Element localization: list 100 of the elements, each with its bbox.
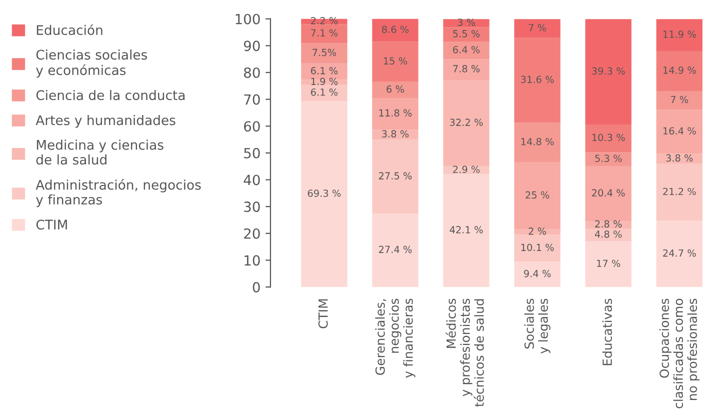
y-tick-label: 40: [244, 174, 260, 186]
data-label: 27.5 %: [378, 172, 412, 180]
bar: [656, 19, 702, 52]
data-label: 7.8 %: [453, 65, 480, 72]
data-label: 6.1 %: [310, 88, 338, 96]
bar: [585, 241, 632, 288]
x-tick-label: CTIM: [318, 299, 328, 328]
bar: [443, 42, 490, 60]
bar: [372, 214, 418, 288]
bar: [514, 122, 560, 162]
y-tick-label: 10: [244, 255, 260, 266]
bar: [372, 98, 418, 130]
bar: [656, 110, 702, 154]
data-label: 2.2 %: [311, 17, 338, 24]
bar: [585, 228, 632, 242]
x-tick-label: Médicos y profesionistas técnicos de salud: [446, 298, 484, 407]
y-tick-label: 60: [244, 121, 260, 132]
data-label: 39.3 %: [592, 67, 625, 75]
bar: [301, 101, 348, 288]
data-label: 10.1 %: [521, 244, 554, 252]
bar: [443, 80, 490, 166]
bar: [443, 27, 490, 42]
x-tick-label: Sociales y legales: [524, 298, 550, 354]
data-label: 8.6 %: [382, 26, 409, 34]
data-label: 6 %: [386, 85, 404, 93]
legend-label: Ciencia de la conducta: [36, 90, 185, 100]
bar: [372, 42, 418, 82]
data-label: 10.3 %: [592, 134, 625, 142]
bar: [656, 154, 702, 164]
data-label: 9.4 %: [524, 270, 551, 278]
data-label: 25 %: [526, 191, 550, 199]
data-label: 4.8 %: [594, 230, 622, 238]
bar: [443, 59, 490, 80]
bar: [301, 43, 348, 64]
bar: [301, 24, 348, 44]
data-label: 3.8 %: [666, 154, 693, 162]
bar: [585, 124, 632, 152]
y-tick-label: 70: [244, 94, 260, 105]
data-label: 31.6 %: [521, 76, 554, 84]
bar: [656, 51, 702, 91]
data-label: 5.3 %: [595, 154, 622, 162]
y-tick-label: 100: [236, 14, 260, 24]
y-tick-label: 20: [244, 228, 260, 239]
bar: [372, 130, 418, 140]
legend-label: Ciencias sociales y económicas: [36, 49, 148, 78]
data-label: 24.7 %: [663, 249, 696, 257]
data-label: 15 %: [384, 57, 408, 65]
y-tick-label: 50: [244, 148, 260, 158]
data-label: 1.9 %: [311, 78, 338, 86]
bar: [372, 140, 418, 214]
data-label: 2.8 %: [595, 220, 622, 228]
data-label: 14.9 %: [663, 66, 696, 74]
data-label: 7.1 %: [311, 29, 338, 37]
data-label: 27.4 %: [378, 246, 412, 254]
data-label: 11.8 %: [379, 109, 412, 117]
data-label: 69.3 %: [308, 190, 341, 197]
data-label: 7.5%: [312, 48, 336, 56]
bar: [585, 166, 632, 222]
bar: [372, 82, 418, 98]
data-label: 6.1 %: [310, 67, 338, 74]
bar: [301, 84, 348, 102]
data-label: 5.5 %: [453, 30, 480, 38]
data-label: 14.8 %: [521, 138, 554, 146]
bar: [372, 18, 418, 42]
data-label: 17 %: [597, 260, 620, 268]
data-label: 7 %: [528, 24, 546, 32]
bar: [514, 38, 560, 123]
data-label: 16.4 %: [663, 127, 696, 135]
data-label: 20.4 %: [592, 189, 625, 197]
x-tick-label: Gerenciales, negocios y financieras: [375, 298, 416, 378]
data-label: 42.1 %: [450, 226, 483, 234]
data-label: 7 %: [670, 96, 688, 104]
legend-label: Administración, negocios y finanzas: [36, 179, 201, 208]
x-tick-label: Educativas: [602, 298, 612, 366]
data-label: 21.2 %: [663, 188, 696, 196]
data-label: 2 %: [528, 228, 546, 235]
data-label: 32.2 %: [450, 118, 483, 126]
data-label: 3 %: [458, 18, 475, 26]
bar: [585, 152, 632, 166]
bar: [514, 262, 560, 288]
bar: [514, 234, 560, 262]
x-tick-label: Ocupaciones clasificadas como no profesionales: [659, 298, 700, 408]
legend-label: Artes y humanidades: [36, 114, 176, 128]
legend-label: Medicina y ciencias de la salud: [36, 140, 164, 165]
bar: [443, 19, 490, 28]
bar: [656, 220, 702, 288]
bar: [514, 19, 560, 38]
y-tick-label: 90: [244, 40, 260, 52]
bar: [443, 174, 490, 288]
y-tick-label: 30: [244, 202, 260, 212]
legend-label: CTIM: [36, 220, 67, 230]
bar: [656, 90, 702, 110]
legend-label: Educación: [36, 24, 102, 36]
y-tick-label: 0: [252, 282, 260, 292]
data-label: 2.9 %: [453, 166, 480, 174]
bar: [656, 164, 702, 221]
data-label: 3.8 %: [382, 130, 409, 138]
bar: [301, 80, 348, 85]
data-label: 11.9 %: [663, 30, 696, 38]
y-tick-label: 80: [244, 67, 260, 78]
